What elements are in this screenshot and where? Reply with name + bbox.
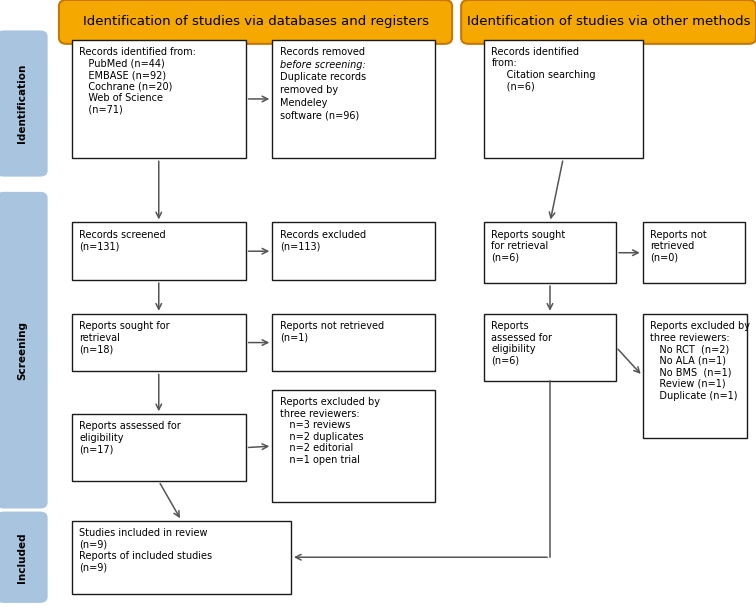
Text: Identification: Identification (17, 64, 27, 143)
Text: before screening:: before screening: (280, 60, 365, 69)
FancyBboxPatch shape (0, 512, 48, 603)
FancyBboxPatch shape (72, 222, 246, 280)
FancyBboxPatch shape (72, 521, 291, 594)
Text: Reports
assessed for
eligibility
(n=6): Reports assessed for eligibility (n=6) (491, 321, 553, 366)
Text: Records removed: Records removed (280, 47, 364, 57)
Text: removed by: removed by (280, 85, 338, 95)
FancyBboxPatch shape (461, 0, 756, 44)
Text: Records identified
from:
     Citation searching
     (n=6): Records identified from: Citation search… (491, 47, 596, 92)
Text: Reports sought for
retrieval
(n=18): Reports sought for retrieval (n=18) (79, 321, 170, 354)
Text: Reports not
retrieved
(n=0): Reports not retrieved (n=0) (650, 230, 707, 263)
FancyBboxPatch shape (0, 30, 48, 177)
FancyBboxPatch shape (59, 0, 452, 44)
Text: Reports assessed for
eligibility
(n=17): Reports assessed for eligibility (n=17) (79, 421, 181, 455)
FancyBboxPatch shape (484, 222, 616, 283)
FancyBboxPatch shape (643, 314, 747, 438)
FancyBboxPatch shape (643, 222, 745, 283)
Text: Reports excluded by
three reviewers:
   n=3 reviews
   n=2 duplicates
   n=2 edi: Reports excluded by three reviewers: n=3… (280, 397, 380, 465)
Text: Identification of studies via other methods: Identification of studies via other meth… (466, 15, 750, 29)
Text: Records identified from:
   PubMed (n=44)
   EMBASE (n=92)
   Cochrane (n=20)
  : Records identified from: PubMed (n=44) E… (79, 47, 197, 115)
Text: Duplicate records: Duplicate records (280, 72, 366, 82)
FancyBboxPatch shape (72, 314, 246, 371)
Text: Reports excluded by
three reviewers:
   No RCT  (n=2)
   No ALA (n=1)
   No BMS : Reports excluded by three reviewers: No … (650, 321, 750, 401)
FancyBboxPatch shape (72, 414, 246, 481)
FancyBboxPatch shape (72, 40, 246, 158)
Text: Records excluded
(n=113): Records excluded (n=113) (280, 230, 366, 251)
Text: Studies included in review
(n=9)
Reports of included studies
(n=9): Studies included in review (n=9) Reports… (79, 528, 212, 573)
FancyBboxPatch shape (272, 40, 435, 158)
FancyBboxPatch shape (272, 390, 435, 502)
Text: Identification of studies via databases and registers: Identification of studies via databases … (82, 15, 429, 29)
Text: Included: Included (17, 532, 27, 583)
Text: Reports not retrieved
(n=1): Reports not retrieved (n=1) (280, 321, 384, 342)
FancyBboxPatch shape (0, 192, 48, 509)
FancyBboxPatch shape (272, 222, 435, 280)
FancyBboxPatch shape (484, 314, 616, 381)
Text: Records screened
(n=131): Records screened (n=131) (79, 230, 166, 251)
Text: software (n=96): software (n=96) (280, 111, 359, 121)
FancyBboxPatch shape (484, 40, 643, 158)
Text: Reports sought
for retrieval
(n=6): Reports sought for retrieval (n=6) (491, 230, 565, 263)
FancyBboxPatch shape (272, 314, 435, 371)
Text: Screening: Screening (17, 321, 27, 379)
Text: Mendeley: Mendeley (280, 98, 327, 108)
